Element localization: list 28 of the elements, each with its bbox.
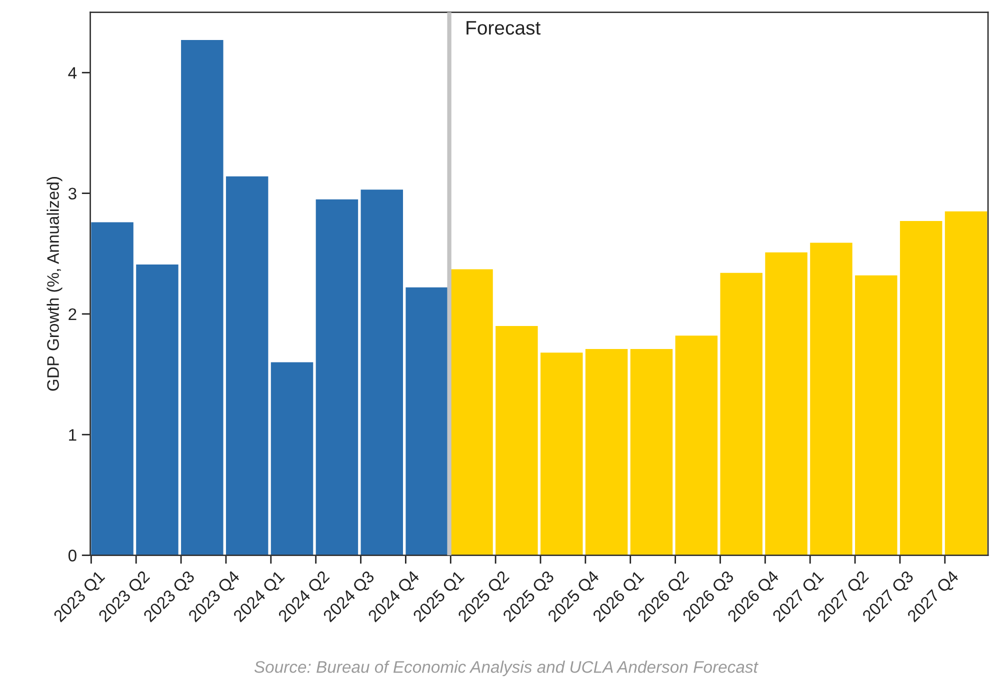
bar [540,352,583,556]
bar [720,272,762,556]
bar [496,326,538,556]
y-tick-label: 4 [68,67,77,79]
bar [900,221,942,556]
bar [450,269,493,556]
y-tick-label: 0 [68,550,76,562]
bar [360,190,404,556]
bar [944,211,988,556]
bar [316,199,358,556]
bar [226,176,268,556]
ref-line-label: Forecast [466,21,541,35]
y-tick-label: 3 [68,188,76,200]
bar [855,275,898,556]
bar [270,362,314,556]
bar [630,348,673,556]
y-axis-title: GDP Growth (%, Annualized) [46,177,62,391]
bar [765,252,808,556]
y-tick-label: 2 [68,308,76,320]
bar [810,242,852,556]
bar [675,336,718,556]
bar [585,348,628,556]
bar [181,40,224,556]
source-note: Source: Bureau of Economic Analysis and UCLA Anderson Forecast [254,660,758,676]
bar [406,287,448,556]
bar [91,222,134,556]
bar [136,264,178,556]
y-tick-label: 1 [69,429,76,441]
